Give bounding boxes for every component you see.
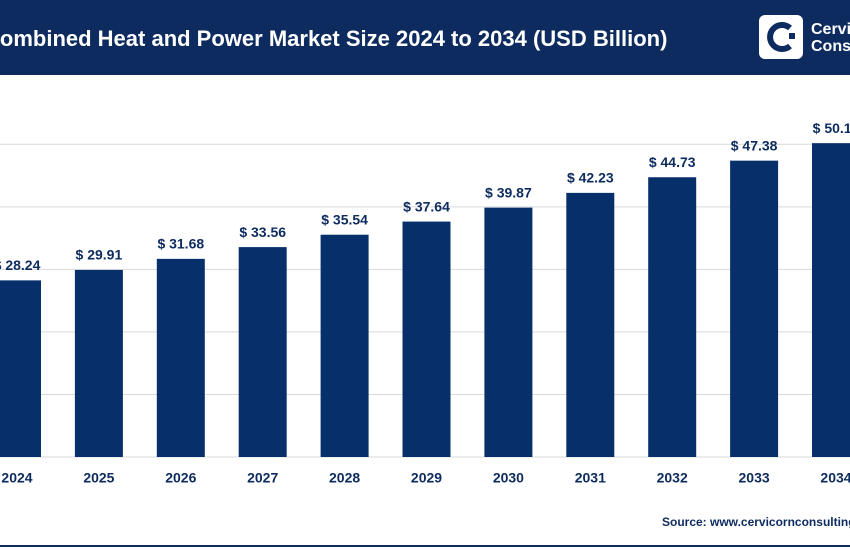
bar [320, 234, 369, 457]
x-tick-label: 2026 [165, 470, 196, 486]
logo-dot [789, 33, 795, 39]
value-label: $ 37.64 [403, 198, 450, 214]
bar [156, 258, 205, 457]
value-label: $ 33.56 [239, 224, 286, 240]
value-label: $ 44.73 [649, 154, 696, 170]
brand-name: Consulting [811, 38, 850, 55]
x-tick-label: 2029 [411, 470, 442, 486]
x-tick-label: 2028 [329, 470, 360, 486]
x-tick-label: 2025 [83, 470, 114, 486]
x-tick-label: 2030 [493, 470, 524, 486]
value-label: $ 35.54 [321, 211, 368, 227]
bar [566, 192, 615, 457]
value-label: $ 39.87 [485, 184, 532, 200]
bar [484, 207, 533, 457]
value-label: $ 31.68 [157, 236, 204, 252]
x-tick-label: 2033 [739, 470, 770, 486]
x-tick-label: 2024 [1, 470, 32, 486]
bar [812, 143, 850, 457]
x-tick-label: 2027 [247, 470, 278, 486]
x-tick-label: 2034 [820, 470, 850, 486]
value-label: $ 28.24 [0, 257, 41, 273]
value-label: $ 47.38 [731, 137, 778, 153]
brand-name: Cervicorn [811, 21, 850, 38]
bar [238, 247, 287, 457]
bar [730, 160, 779, 457]
logo-box [759, 15, 803, 59]
bar [0, 280, 41, 457]
x-tick-label: 2031 [575, 470, 606, 486]
bar [648, 177, 697, 457]
header-band [0, 0, 850, 75]
value-label: $ 50.18 [813, 120, 850, 136]
source-note: Source: www.cervicornconsulting.com [662, 515, 850, 529]
value-label: $ 29.91 [76, 247, 123, 263]
bar [402, 221, 451, 457]
logo-icon [767, 22, 792, 52]
chart-title: Combined Heat and Power Market Size 2024… [0, 26, 667, 51]
value-label: $ 42.23 [567, 170, 614, 186]
x-tick-label: 2032 [657, 470, 688, 486]
bar [74, 269, 123, 457]
